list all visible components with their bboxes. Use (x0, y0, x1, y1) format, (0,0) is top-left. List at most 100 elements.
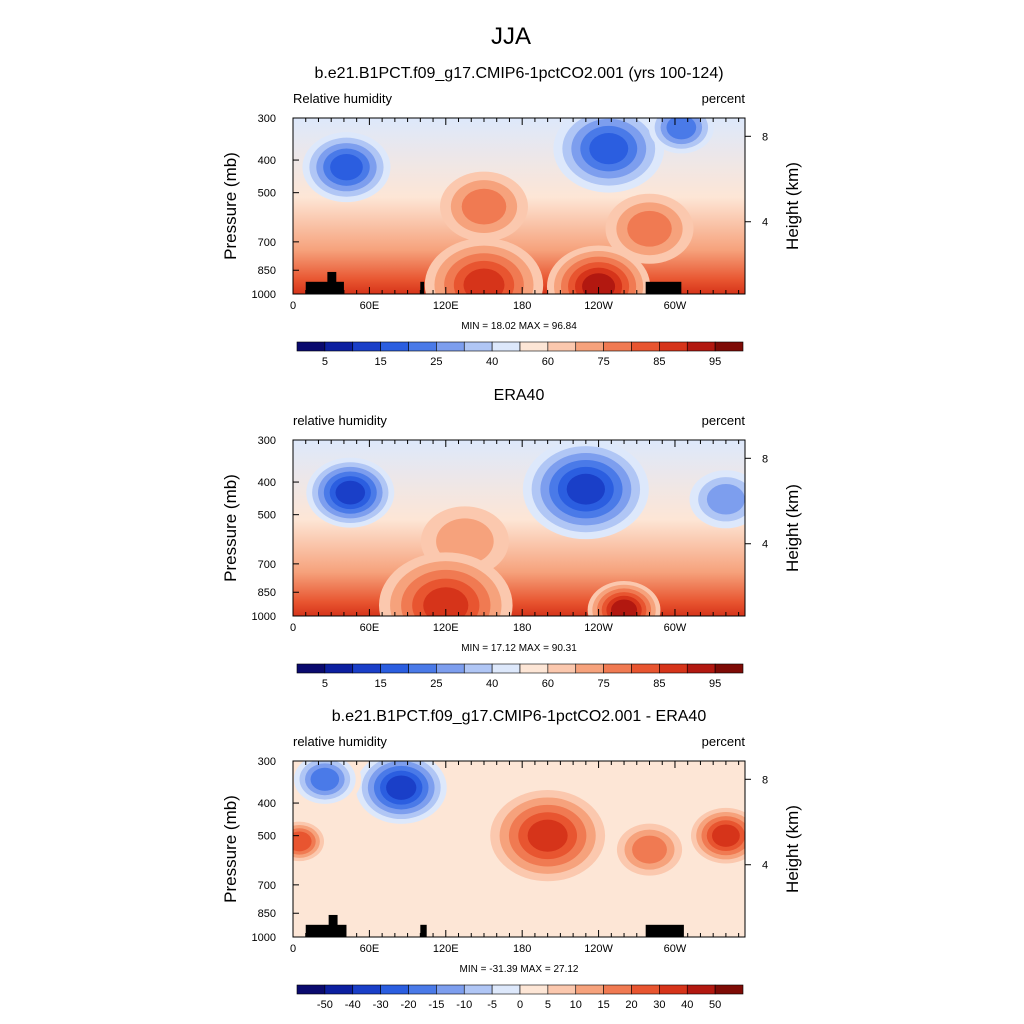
x-tick-label: 120W (584, 300, 613, 312)
y2-tick-label: 8 (762, 131, 768, 143)
colorbar-swatch (463, 341, 493, 352)
x-tick-label: 120W (584, 622, 613, 634)
colorbar-swatch (575, 341, 604, 352)
colorbar-swatch (603, 984, 632, 995)
colorbar-swatch (659, 341, 688, 352)
y-tick-label: 850 (258, 265, 276, 277)
colorbar-label: 25 (430, 678, 442, 690)
contour-band (335, 480, 366, 505)
topography-mask (420, 924, 427, 937)
colorbar-label: 25 (430, 356, 442, 368)
colorbar-swatch (714, 663, 744, 674)
contour-field (293, 118, 745, 294)
topography-mask (645, 281, 682, 294)
panel-model: b.e21.B1PCT.f09_g17.CMIP6-1pctCO2.001 (y… (221, 65, 802, 368)
x-tick-label: 120E (433, 943, 459, 955)
colorbar-label: -30 (373, 999, 389, 1011)
colorbar-swatch (575, 984, 604, 995)
colorbar-swatch (631, 663, 660, 674)
colorbar-label: 15 (375, 356, 387, 368)
x-tick-label: 180 (513, 943, 531, 955)
contour-band (666, 118, 697, 140)
y-tick-label: 700 (258, 880, 276, 892)
units-label: percent (702, 734, 746, 749)
x-tick-label: 60E (360, 300, 380, 312)
colorbar-label: 75 (598, 356, 610, 368)
colorbar-swatch (491, 984, 521, 995)
colorbar-swatch (436, 663, 465, 674)
colorbar-swatch (463, 984, 493, 995)
colorbar-label: 40 (681, 999, 693, 1011)
y-axis-title: Pressure (mb) (221, 152, 240, 260)
topography-mask (327, 271, 337, 294)
colorbar-label: -10 (456, 999, 472, 1011)
contour-band (582, 273, 616, 294)
contour-band (423, 587, 469, 616)
colorbar-swatch (436, 341, 465, 352)
x-tick-label: 180 (513, 622, 531, 634)
colorbar-swatch (380, 341, 409, 352)
colorbar-swatch (296, 341, 326, 352)
colorbar-swatch (686, 341, 716, 352)
colorbar-swatch (519, 663, 549, 674)
colorbar-swatch (352, 663, 381, 674)
colorbar-swatch (519, 341, 549, 352)
panel-title: b.e21.B1PCT.f09_g17.CMIP6-1pctCO2.001 (y… (314, 65, 723, 82)
y-tick-label: 400 (258, 798, 276, 810)
contour-field (293, 761, 745, 937)
main-title: JJA (491, 23, 531, 50)
y-tick-label: 400 (258, 477, 276, 489)
colorbar-swatch (519, 984, 549, 995)
contour-band (712, 824, 740, 847)
colorbar-label: 85 (653, 678, 665, 690)
colorbar-swatch (296, 984, 326, 995)
colorbar-swatch (408, 663, 437, 674)
colorbar-label: -50 (317, 999, 333, 1011)
y2-axis-title: Height (km) (783, 162, 802, 250)
y2-axis-title: Height (km) (783, 805, 802, 893)
colorbar-swatch (603, 341, 632, 352)
x-tick-label: 120E (433, 300, 459, 312)
contour-band (566, 473, 605, 505)
colorbar-label: 0 (517, 999, 523, 1011)
colorbar-swatch (575, 663, 604, 674)
colorbar-swatch (296, 663, 326, 674)
colorbar-label: 60 (542, 356, 554, 368)
y-tick-label: 500 (258, 831, 276, 843)
x-tick-label: 120W (584, 943, 613, 955)
colorbar-swatch (686, 984, 716, 995)
panel-diff: b.e21.B1PCT.f09_g17.CMIP6-1pctCO2.001 - … (221, 708, 802, 1011)
minmax-text: MIN = -31.39 MAX = 27.12 (460, 964, 579, 975)
colorbar-label: -15 (428, 999, 444, 1011)
y-tick-label: 500 (258, 510, 276, 522)
plot-frame (292, 117, 746, 295)
colorbar-label: 95 (709, 678, 721, 690)
colorbar-swatch (436, 984, 465, 995)
x-tick-label: 60E (360, 622, 380, 634)
contour-band (589, 133, 629, 165)
colorbar-swatch (324, 341, 354, 352)
y-tick-label: 1000 (252, 611, 276, 623)
y2-tick-label: 8 (762, 453, 768, 465)
colorbar-swatch (631, 341, 660, 352)
colorbar-swatch (547, 984, 577, 995)
colorbar-label: -40 (345, 999, 361, 1011)
y-tick-label: 300 (258, 113, 276, 125)
y-tick-label: 300 (258, 756, 276, 768)
colorbar-label: 30 (653, 999, 665, 1011)
colorbar-swatch (631, 984, 660, 995)
x-tick-label: 180 (513, 300, 531, 312)
colorbar-swatch (324, 663, 354, 674)
y2-tick-label: 4 (762, 860, 768, 872)
topography-mask (305, 281, 344, 294)
y-tick-label: 850 (258, 587, 276, 599)
contour-band (706, 483, 745, 515)
contour-band (463, 268, 505, 294)
colorbar-label: 20 (625, 999, 637, 1011)
plot-frame (292, 439, 746, 617)
colorbar-label: 60 (542, 678, 554, 690)
plot-frame (292, 760, 746, 938)
y2-tick-label: 4 (762, 539, 768, 551)
units-label: percent (702, 91, 746, 106)
